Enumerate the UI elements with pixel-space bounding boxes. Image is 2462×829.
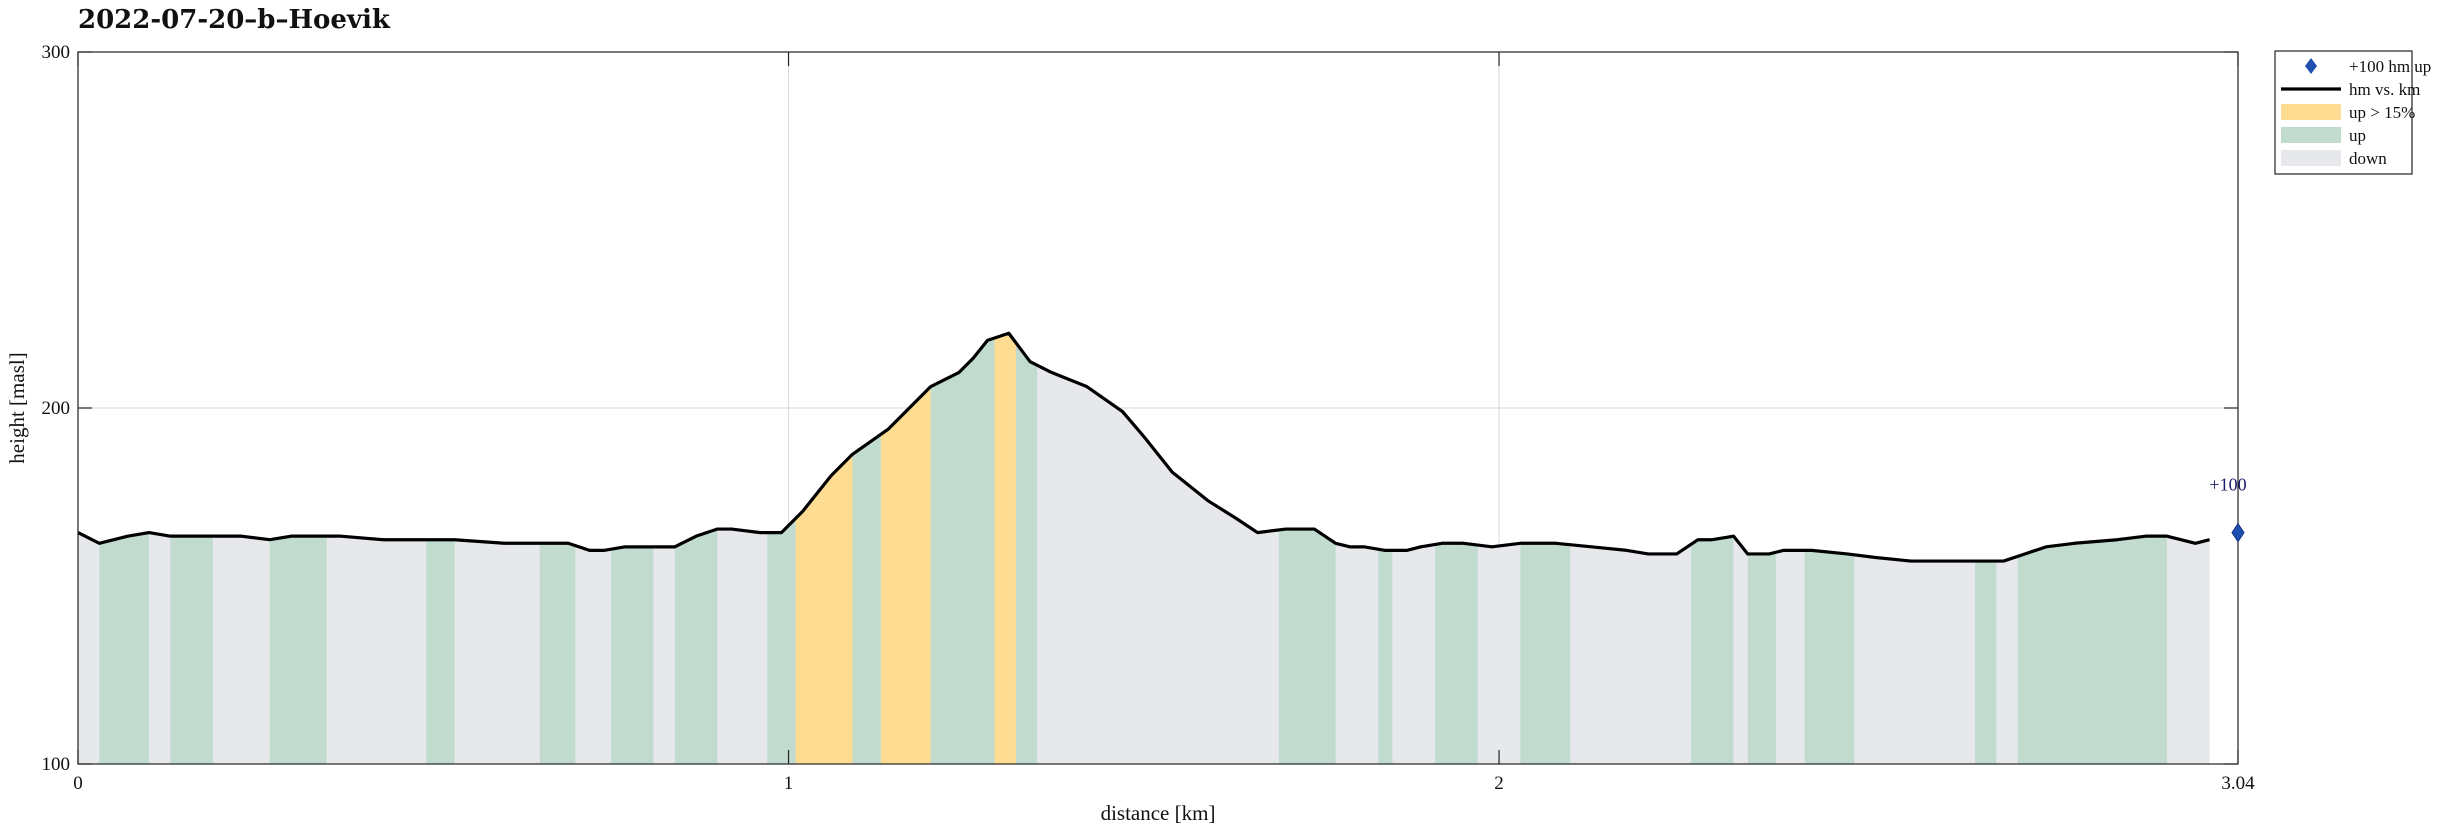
up-segment-5 — [610, 546, 654, 764]
milestone-marker-0 — [2231, 522, 2245, 543]
up-segment-17 — [1804, 550, 1855, 764]
milestone-markers: +100 — [2209, 475, 2247, 543]
up-segment-18 — [1975, 561, 1997, 764]
legend-label-1: hm vs. km — [2349, 80, 2420, 99]
up-segment-4 — [539, 543, 576, 764]
up-segment-14 — [1520, 543, 1571, 764]
legend-swatch-2 — [2281, 104, 2341, 120]
up-segment-12 — [1378, 549, 1393, 764]
up-segment-10 — [1015, 342, 1038, 764]
legend-label-0: +100 hm up — [2349, 57, 2431, 76]
legend-label-4: down — [2349, 149, 2387, 168]
legend-label-3: up — [2349, 126, 2366, 145]
steep-segment-1 — [880, 386, 931, 764]
steep-segment-0 — [795, 454, 853, 764]
up-segment-6 — [674, 529, 718, 764]
x-tick-label-3: 3.04 — [2221, 773, 2255, 794]
up-segment-11 — [1278, 529, 1336, 764]
up-segment-16 — [1747, 552, 1777, 764]
y-axis-ticks: 100 200 300 — [42, 42, 2238, 775]
y-tick-label-1: 200 — [42, 398, 71, 419]
up-segment-13 — [1435, 543, 1478, 764]
legend-label-2: up > 15% — [2349, 103, 2415, 122]
y-tick-label-2: 300 — [42, 42, 71, 63]
chart-title: 2022-07-20–b–Hoevik — [78, 5, 391, 35]
y-tick-label-0: 100 — [42, 754, 71, 775]
legend: +100 hm up hm vs. km up > 15% up down — [2274, 50, 2431, 175]
up-segment-3 — [426, 539, 455, 764]
x-tick-label-0: 0 — [73, 773, 83, 794]
up-segment-7 — [767, 518, 796, 764]
milestone-label-0: +100 — [2209, 475, 2246, 495]
legend-swatch-4 — [2281, 150, 2341, 166]
steep-segment-2 — [994, 333, 1016, 764]
legend-swatch-3 — [2281, 127, 2341, 143]
x-tick-label-2: 2 — [1494, 773, 1504, 794]
up-segment-2 — [269, 536, 327, 764]
profile-layer — [77, 331, 2210, 764]
x-axis-label: distance [km] — [1101, 801, 1216, 825]
x-axis-ticks: 0 1 2 3.04 — [73, 52, 2255, 794]
legend-swatch-0 — [2305, 58, 2317, 74]
elevation-line — [77, 331, 2210, 563]
up-segment-9 — [930, 337, 995, 764]
up-segment-19 — [2017, 536, 2167, 764]
x-tick-label-1: 1 — [784, 773, 794, 794]
up-segment-15 — [1690, 536, 1734, 764]
up-segment-0 — [99, 532, 150, 764]
y-axis-label: height [masl] — [5, 352, 29, 463]
up-segment-1 — [170, 536, 213, 764]
up-segment-8 — [852, 434, 881, 764]
